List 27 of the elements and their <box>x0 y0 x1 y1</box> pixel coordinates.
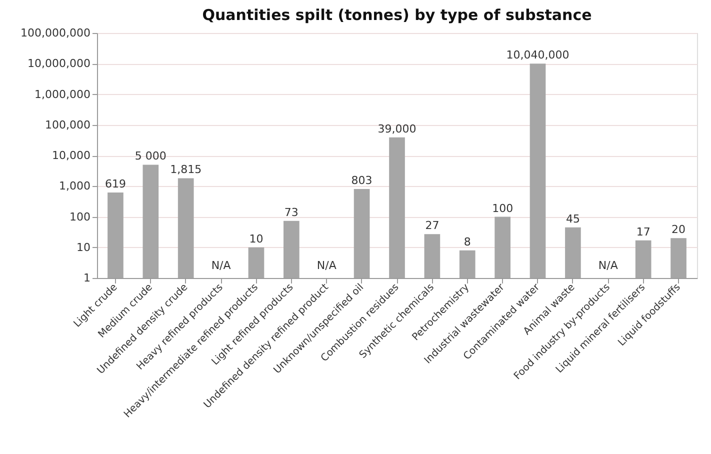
data-label: 100 <box>492 202 514 215</box>
y-tick-label: 1,000 <box>59 180 90 193</box>
data-label: 17 <box>636 225 650 238</box>
y-tick-label: 100,000 <box>45 118 90 132</box>
y-tick-label: 1,000,000 <box>34 88 90 101</box>
y-tick-label: 100 <box>70 210 90 224</box>
text: N/A <box>211 259 231 272</box>
text: N/A <box>598 259 618 272</box>
data-label: 10,040,000 <box>506 48 570 62</box>
data-label: 5 000 <box>134 150 166 163</box>
data-label: 1,815 <box>170 163 202 176</box>
data-label: 8 <box>464 235 471 248</box>
data-label: 10 <box>249 232 264 246</box>
y-tick-label: 10,000,000 <box>28 57 90 70</box>
data-label: 73 <box>284 206 298 219</box>
data-label: 20 <box>672 223 686 236</box>
data-label: 803 <box>351 174 372 188</box>
data-label: 39,000 <box>378 122 416 136</box>
data-label: 619 <box>104 178 126 191</box>
y-tick-label: 10 <box>76 240 90 254</box>
data-label: 27 <box>425 219 440 232</box>
data-label: 45 <box>566 212 580 226</box>
y-tick-label: 10,000 <box>52 149 90 162</box>
y-tick-label: 100,000,000 <box>20 26 90 40</box>
chart-title: Quantities spilt (tonnes) by type of substance <box>202 6 592 24</box>
y-tick-label: 1 <box>84 272 90 284</box>
text: N/A <box>316 259 336 272</box>
